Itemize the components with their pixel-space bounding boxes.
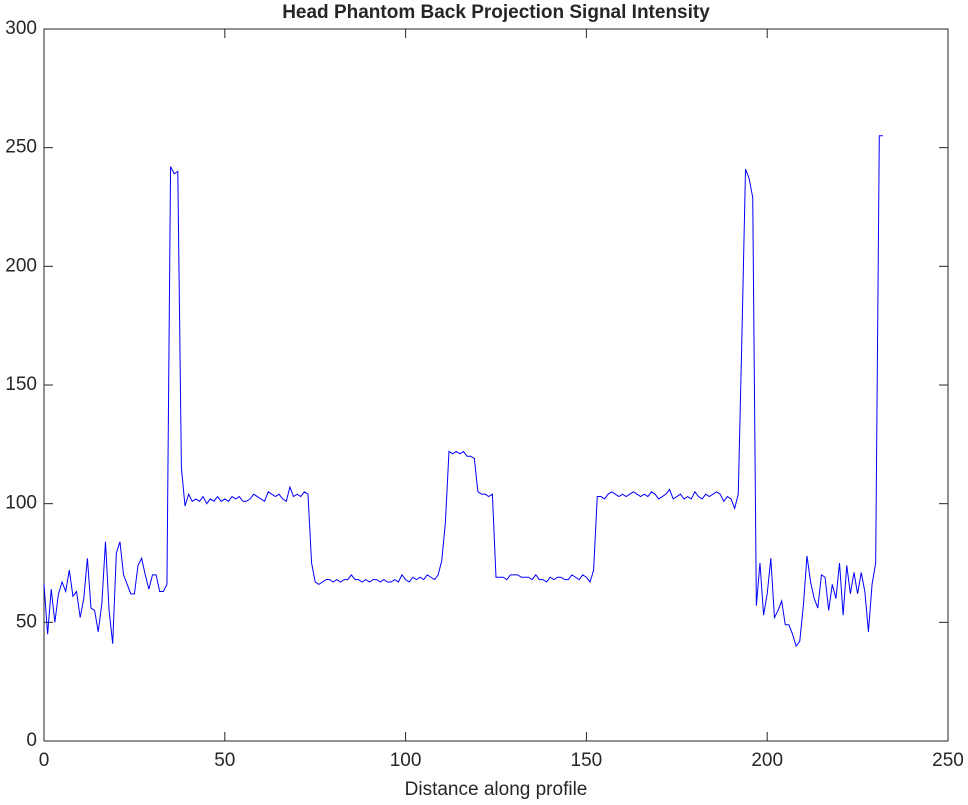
x-tick-label: 0 (39, 750, 50, 771)
x-axis-label: Distance along profile (405, 779, 588, 800)
chart-title: Head Phantom Back Projection Signal Inte… (282, 2, 710, 23)
data-line (43, 135, 883, 648)
y-tick-label: 100 (5, 493, 37, 514)
y-tick-label: 50 (16, 611, 37, 632)
x-tick-label: 50 (214, 750, 235, 771)
x-tick-label: 250 (932, 750, 964, 771)
y-tick-label: 0 (26, 730, 37, 751)
y-tick-label: 150 (5, 374, 37, 395)
plot-area (43, 28, 949, 742)
x-tick-label: 100 (390, 750, 422, 771)
y-tick-label: 250 (5, 137, 37, 158)
x-tick-label: 150 (571, 750, 603, 771)
x-tick-label: 200 (751, 750, 783, 771)
y-tick-label: 200 (5, 255, 37, 276)
y-tick-label: 300 (5, 18, 37, 39)
